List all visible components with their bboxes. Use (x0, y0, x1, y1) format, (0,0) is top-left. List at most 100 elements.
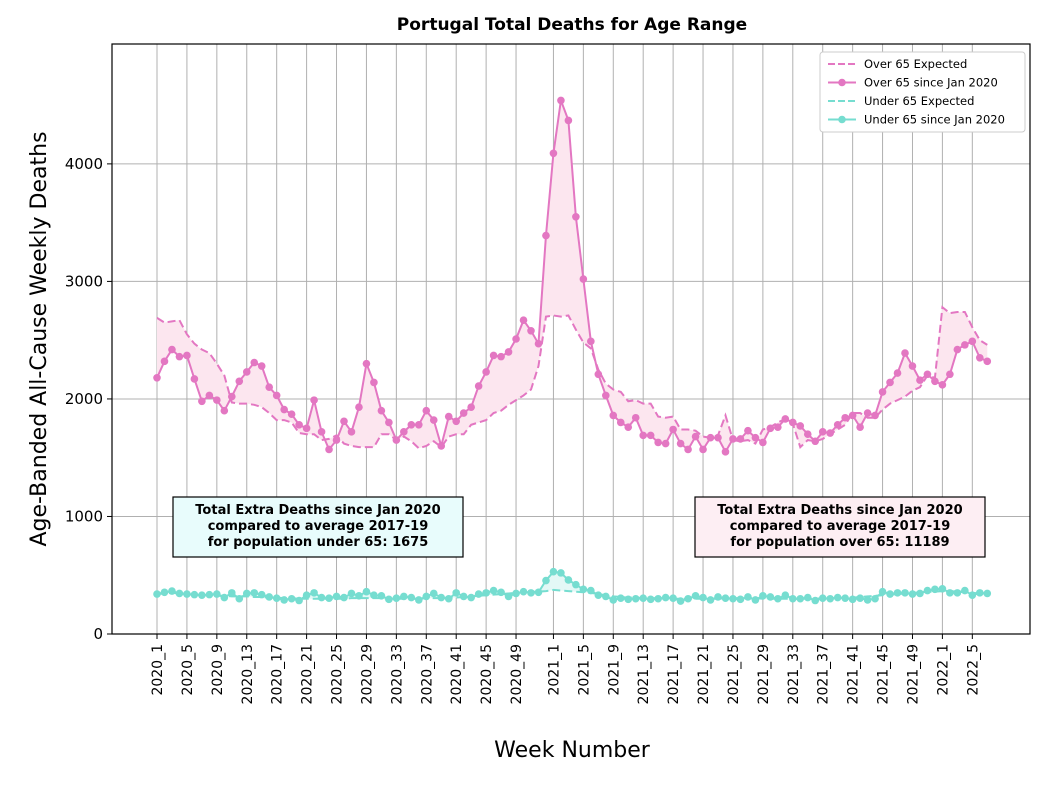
data-point (482, 368, 490, 376)
data-point (796, 594, 805, 603)
data-point (848, 411, 857, 420)
data-point (392, 594, 401, 602)
series-line (156, 100, 988, 454)
data-point (699, 593, 707, 602)
data-point (534, 588, 543, 597)
data-point (916, 376, 924, 384)
data-point (789, 418, 797, 427)
data-point (198, 591, 206, 600)
legend-marker (838, 115, 846, 124)
data-point (280, 596, 288, 604)
data-point (370, 591, 378, 600)
data-point (878, 388, 887, 396)
y-tick-label: 4000 (65, 155, 103, 173)
x-tick-label: 2021_9 (606, 644, 622, 696)
data-point (631, 594, 640, 603)
data-point (183, 590, 191, 598)
x-tick-label: 2021_17 (666, 644, 682, 704)
data-point (385, 595, 393, 604)
data-point (317, 428, 326, 436)
data-point (242, 368, 251, 376)
data-point (235, 377, 244, 386)
data-point (527, 326, 535, 335)
data-point (213, 590, 221, 598)
data-point (287, 410, 296, 419)
data-point (474, 590, 483, 598)
data-point (400, 428, 408, 436)
data-point (893, 369, 902, 377)
data-point (669, 425, 677, 434)
data-point (422, 406, 431, 415)
data-point (422, 592, 431, 601)
x-tick-label: 2021_33 (786, 644, 802, 704)
data-point (452, 589, 461, 597)
x-tick-label: 2020_13 (240, 644, 256, 704)
x-tick-label: 2021_41 (846, 644, 862, 704)
y-axis-label: Age-Banded All-Cause Weekly Deaths (27, 131, 52, 546)
data-point (811, 596, 820, 605)
data-point (863, 409, 872, 417)
data-point (691, 592, 700, 600)
data-point (564, 576, 573, 584)
y-tick-label: 0 (93, 625, 103, 643)
annotation-text: for population over 65: 11189 (730, 535, 949, 550)
x-tick-label: 2020_21 (300, 644, 316, 704)
data-point (325, 445, 333, 454)
data-point (295, 420, 303, 429)
data-point (168, 345, 176, 354)
series-line (156, 305, 988, 450)
data-point (923, 370, 932, 379)
data-point (235, 594, 244, 603)
data-point (721, 594, 730, 602)
x-tick-label: 2021_29 (756, 644, 772, 704)
data-point (616, 594, 625, 602)
data-point (407, 420, 416, 429)
x-tick-label: 2020_17 (270, 644, 286, 704)
data-point (347, 589, 356, 598)
data-point (901, 349, 909, 357)
annotation-text: compared to average 2017-19 (730, 519, 951, 534)
data-point (579, 275, 588, 283)
data-point (534, 339, 543, 348)
data-point (609, 411, 618, 420)
x-tick-label: 2021_13 (636, 644, 652, 704)
data-point (265, 593, 274, 601)
data-point (961, 586, 969, 595)
data-point (841, 413, 849, 422)
data-point (826, 594, 834, 603)
data-point (407, 593, 416, 602)
data-point (893, 589, 902, 597)
annotation-box (172, 496, 464, 558)
x-tick-label: 2020_9 (210, 644, 226, 696)
x-tick-label: 2021_37 (816, 644, 832, 704)
data-point (594, 370, 603, 379)
data-point (228, 392, 236, 401)
data-point (557, 569, 565, 577)
data-point (332, 592, 341, 601)
x-tick-label: 2021_5 (576, 644, 592, 696)
data-point (287, 594, 296, 603)
data-point (729, 435, 737, 443)
x-tick-label: 2022_5 (965, 644, 981, 696)
data-point (302, 424, 311, 433)
data-point (392, 436, 401, 444)
legend-label: Under 65 since Jan 2020 (864, 113, 1005, 127)
data-point (205, 391, 214, 400)
data-point (557, 96, 565, 105)
data-point (736, 435, 745, 443)
data-point (437, 593, 446, 602)
data-point (527, 589, 535, 597)
data-point (774, 423, 782, 431)
data-point (676, 597, 685, 605)
data-point (736, 595, 745, 604)
data-point (616, 418, 625, 427)
data-point (444, 412, 453, 421)
data-point (759, 438, 767, 447)
data-point (257, 590, 266, 599)
data-point (213, 396, 221, 404)
data-point (931, 377, 939, 386)
data-point (946, 370, 954, 379)
data-point (429, 589, 438, 598)
data-point (153, 373, 161, 382)
x-tick-label: 2020_33 (389, 644, 405, 704)
